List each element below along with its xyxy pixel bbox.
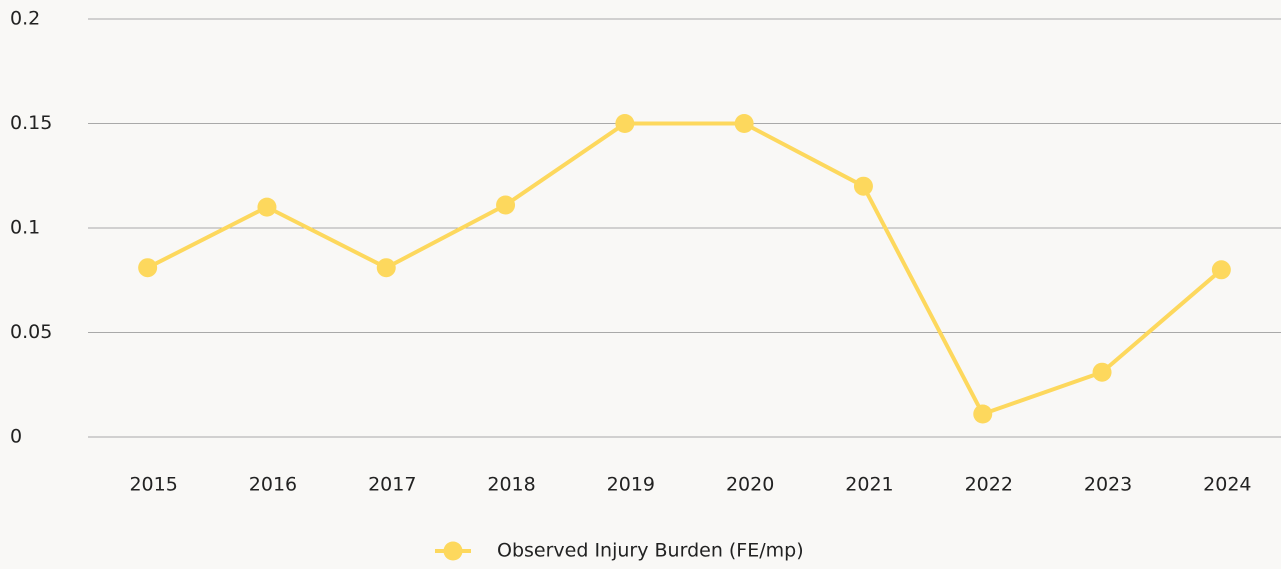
y-tick-label: 0 — [10, 426, 22, 448]
y-tick-label: 0.1 — [10, 217, 40, 239]
point — [496, 195, 516, 215]
x-tick-label: 2016 — [249, 474, 297, 496]
point — [1092, 362, 1112, 382]
x-tick-label: 2022 — [965, 474, 1013, 496]
x-tick-label: 2019 — [607, 474, 655, 496]
legend-marker — [443, 541, 463, 561]
x-tick-label: 2023 — [1084, 474, 1132, 496]
x-tick-label: 2018 — [487, 474, 535, 496]
point — [853, 176, 873, 196]
point — [1211, 260, 1231, 280]
line — [146, 121, 1223, 417]
point — [138, 258, 158, 278]
point — [257, 197, 277, 217]
x-tick-label: 2020 — [726, 474, 774, 496]
point — [376, 258, 396, 278]
y-tick-label: 0.15 — [10, 112, 52, 134]
x-tick-label: 2017 — [368, 474, 416, 496]
x-tick-label: 2024 — [1203, 474, 1251, 496]
legend-label: Observed Injury Burden (FE/mp) — [497, 540, 804, 562]
point — [734, 114, 754, 133]
x-tick-label: 2015 — [129, 474, 177, 496]
y-tick-label: 0.2 — [10, 8, 40, 30]
point — [973, 404, 993, 424]
point — [615, 114, 635, 133]
x-tick-label: 2021 — [845, 474, 893, 496]
y-tick-label: 0.05 — [10, 321, 52, 343]
